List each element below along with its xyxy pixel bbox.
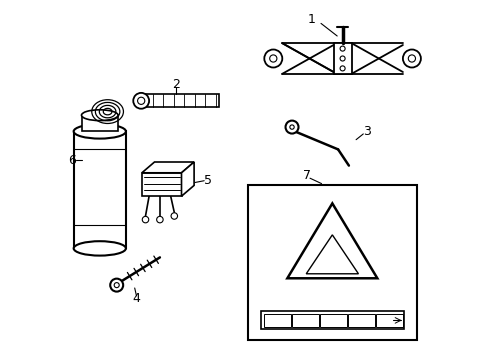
Circle shape: [133, 93, 149, 109]
Polygon shape: [142, 162, 194, 173]
Text: 5: 5: [204, 174, 212, 186]
Text: 7: 7: [303, 169, 310, 182]
Circle shape: [289, 125, 294, 129]
Circle shape: [110, 279, 123, 292]
Bar: [320, 314, 346, 327]
Circle shape: [407, 55, 415, 62]
Circle shape: [402, 49, 420, 68]
Bar: [262, 41, 422, 76]
Text: 6: 6: [68, 154, 76, 167]
Bar: [264, 314, 290, 327]
Circle shape: [137, 97, 144, 104]
Bar: [292, 314, 319, 327]
Circle shape: [264, 49, 282, 68]
Circle shape: [114, 283, 119, 288]
Circle shape: [339, 66, 345, 71]
Circle shape: [142, 216, 148, 223]
Text: 3: 3: [362, 125, 370, 138]
Circle shape: [339, 56, 345, 61]
Circle shape: [269, 55, 276, 62]
Bar: [347, 314, 374, 327]
Bar: [375, 314, 402, 327]
Bar: [74, 131, 125, 248]
Circle shape: [156, 216, 163, 223]
Polygon shape: [145, 94, 219, 107]
Bar: [142, 173, 181, 196]
Circle shape: [339, 46, 345, 51]
Polygon shape: [181, 162, 194, 196]
Text: 4: 4: [132, 292, 140, 305]
Text: 2: 2: [172, 78, 180, 91]
Ellipse shape: [81, 110, 118, 121]
Bar: [333, 43, 351, 74]
Text: 1: 1: [307, 13, 315, 26]
Circle shape: [285, 121, 298, 134]
Ellipse shape: [74, 124, 125, 139]
Ellipse shape: [74, 241, 125, 256]
Bar: [81, 115, 118, 131]
Circle shape: [171, 213, 177, 219]
Bar: [260, 311, 403, 329]
Bar: [247, 185, 416, 340]
